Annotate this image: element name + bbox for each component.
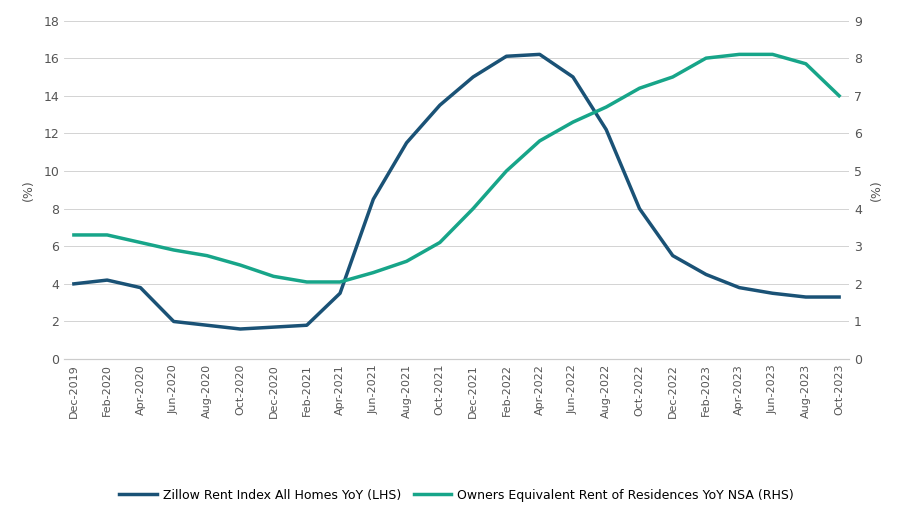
Owners Equivalent Rent of Residences YoY NSA (RHS) — [301, 279, 312, 285]
Line: Owners Equivalent Rent of Residences YoY NSA (RHS): Owners Equivalent Rent of Residences YoY… — [74, 54, 839, 282]
Owners Equivalent Rent of Residences YoY NSA (RHS) — [801, 61, 812, 67]
Owners Equivalent Rent of Residences YoY NSA (RHS) — [634, 85, 645, 91]
Owners Equivalent Rent of Residences YoY NSA (RHS) — [734, 51, 745, 57]
Zillow Rent Index All Homes YoY (LHS) — [368, 196, 379, 202]
Owners Equivalent Rent of Residences YoY NSA (RHS) — [268, 273, 279, 280]
Zillow Rent Index All Homes YoY (LHS) — [101, 277, 112, 283]
Y-axis label: (%): (%) — [22, 179, 35, 201]
Zillow Rent Index All Homes YoY (LHS) — [734, 285, 745, 291]
Zillow Rent Index All Homes YoY (LHS) — [767, 290, 778, 297]
Zillow Rent Index All Homes YoY (LHS) — [202, 322, 213, 328]
Zillow Rent Index All Homes YoY (LHS) — [268, 324, 279, 330]
Line: Zillow Rent Index All Homes YoY (LHS): Zillow Rent Index All Homes YoY (LHS) — [74, 54, 839, 329]
Owners Equivalent Rent of Residences YoY NSA (RHS) — [68, 232, 79, 238]
Zillow Rent Index All Homes YoY (LHS) — [534, 51, 545, 57]
Zillow Rent Index All Homes YoY (LHS) — [667, 252, 678, 259]
Zillow Rent Index All Homes YoY (LHS) — [501, 53, 512, 60]
Zillow Rent Index All Homes YoY (LHS) — [301, 322, 312, 328]
Zillow Rent Index All Homes YoY (LHS) — [568, 74, 579, 80]
Owners Equivalent Rent of Residences YoY NSA (RHS) — [700, 55, 711, 61]
Zillow Rent Index All Homes YoY (LHS) — [700, 271, 711, 278]
Zillow Rent Index All Homes YoY (LHS) — [601, 127, 612, 133]
Zillow Rent Index All Homes YoY (LHS) — [634, 206, 645, 212]
Owners Equivalent Rent of Residences YoY NSA (RHS) — [135, 240, 146, 246]
Owners Equivalent Rent of Residences YoY NSA (RHS) — [435, 240, 446, 246]
Owners Equivalent Rent of Residences YoY NSA (RHS) — [467, 206, 478, 212]
Zillow Rent Index All Homes YoY (LHS) — [135, 285, 146, 291]
Owners Equivalent Rent of Residences YoY NSA (RHS) — [767, 51, 778, 57]
Zillow Rent Index All Homes YoY (LHS) — [801, 294, 812, 300]
Owners Equivalent Rent of Residences YoY NSA (RHS) — [667, 74, 678, 80]
Zillow Rent Index All Homes YoY (LHS) — [435, 102, 446, 108]
Zillow Rent Index All Homes YoY (LHS) — [168, 319, 179, 325]
Owners Equivalent Rent of Residences YoY NSA (RHS) — [601, 104, 612, 110]
Owners Equivalent Rent of Residences YoY NSA (RHS) — [834, 93, 845, 99]
Owners Equivalent Rent of Residences YoY NSA (RHS) — [168, 247, 179, 253]
Owners Equivalent Rent of Residences YoY NSA (RHS) — [401, 258, 412, 264]
Zillow Rent Index All Homes YoY (LHS) — [467, 74, 478, 80]
Zillow Rent Index All Homes YoY (LHS) — [834, 294, 845, 300]
Zillow Rent Index All Homes YoY (LHS) — [401, 140, 412, 146]
Zillow Rent Index All Homes YoY (LHS) — [68, 281, 79, 287]
Legend: Zillow Rent Index All Homes YoY (LHS), Owners Equivalent Rent of Residences YoY : Zillow Rent Index All Homes YoY (LHS), O… — [114, 484, 799, 507]
Owners Equivalent Rent of Residences YoY NSA (RHS) — [534, 138, 545, 144]
Zillow Rent Index All Homes YoY (LHS) — [334, 290, 345, 297]
Owners Equivalent Rent of Residences YoY NSA (RHS) — [334, 279, 345, 285]
Zillow Rent Index All Homes YoY (LHS) — [235, 326, 246, 332]
Owners Equivalent Rent of Residences YoY NSA (RHS) — [568, 119, 579, 125]
Owners Equivalent Rent of Residences YoY NSA (RHS) — [202, 252, 213, 259]
Owners Equivalent Rent of Residences YoY NSA (RHS) — [501, 168, 512, 174]
Y-axis label: (%): (%) — [870, 179, 883, 201]
Owners Equivalent Rent of Residences YoY NSA (RHS) — [368, 269, 379, 275]
Owners Equivalent Rent of Residences YoY NSA (RHS) — [101, 232, 112, 238]
Owners Equivalent Rent of Residences YoY NSA (RHS) — [235, 262, 246, 268]
